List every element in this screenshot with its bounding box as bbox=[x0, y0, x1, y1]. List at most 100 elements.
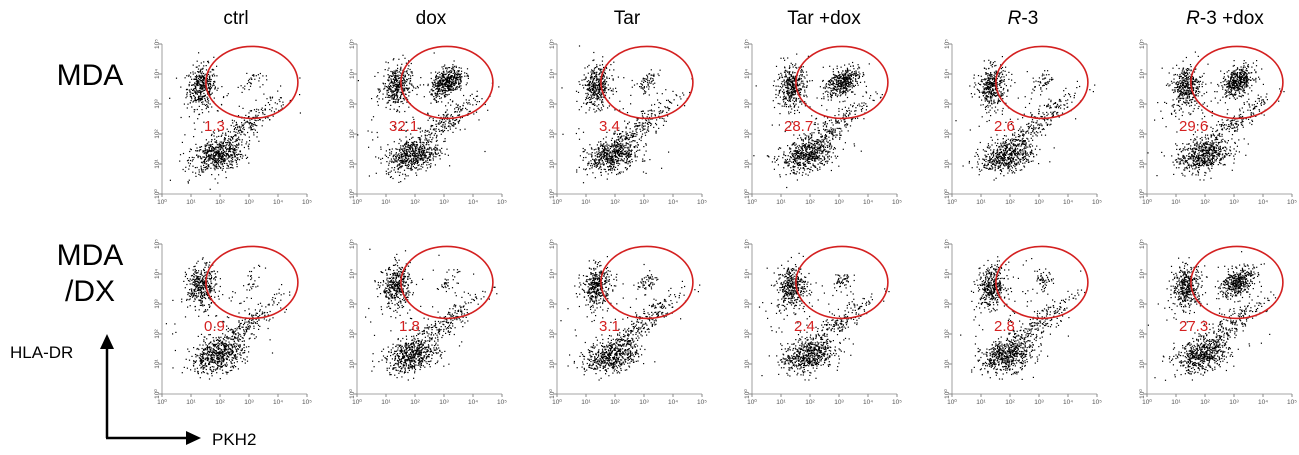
scatter-panel: 10⁰ 10¹ 10² 10³ 10⁴ 10⁵ 10⁰ 10¹ 10² 10³ 10⁴ 10⁵ 27.3 bbox=[1135, 238, 1297, 406]
x-tick-label: 10³ bbox=[1034, 399, 1044, 406]
x-tick-label: 10⁵ bbox=[697, 399, 707, 406]
y-tick-label: 10⁵ bbox=[744, 239, 751, 249]
plot-axes bbox=[161, 44, 307, 195]
y-tick-label: 10⁰ bbox=[1138, 189, 1146, 199]
x-tick-label: 10¹ bbox=[1171, 399, 1181, 406]
x-tick-label: 10² bbox=[1005, 199, 1015, 206]
y-tick-label: 10² bbox=[549, 128, 556, 138]
y-tick-label: 10¹ bbox=[744, 358, 751, 368]
x-tick-label: 10⁵ bbox=[1092, 399, 1102, 406]
y-tick-label: 10⁰ bbox=[743, 189, 751, 199]
y-tick-label: 10¹ bbox=[944, 158, 951, 168]
y-tick-label: 10¹ bbox=[349, 158, 356, 168]
x-tick-label: 10³ bbox=[439, 399, 449, 406]
x-tick-label: 10⁰ bbox=[1142, 198, 1152, 206]
y-tick-label: 10⁴ bbox=[349, 269, 356, 279]
x-tick-label: 10⁵ bbox=[892, 399, 902, 406]
x-tick-label: 10⁰ bbox=[947, 198, 957, 206]
column-title-3: Tar +dox bbox=[734, 8, 914, 30]
column-title-text: Tar +dox bbox=[787, 8, 861, 29]
gate-ellipse bbox=[205, 45, 299, 120]
gate-ellipse bbox=[795, 45, 889, 120]
x-tick-label: 10³ bbox=[1034, 199, 1044, 206]
x-tick-label: 10³ bbox=[1229, 199, 1239, 206]
column-title-5: R-3 +dox bbox=[1135, 8, 1299, 30]
x-tick-label: 10⁴ bbox=[1258, 399, 1268, 406]
y-tick-label: 10³ bbox=[549, 98, 556, 108]
y-tick-label: 10⁵ bbox=[154, 39, 161, 49]
x-tick-label: 10⁵ bbox=[302, 199, 312, 206]
y-tick-label: 10⁵ bbox=[349, 239, 356, 249]
x-tick-label: 10³ bbox=[244, 399, 254, 406]
scatter-panel: 10⁰ 10¹ 10² 10³ 10⁴ 10⁵ 10⁰ 10¹ 10² 10³ 10⁴ 10⁵ 3.4 bbox=[545, 38, 707, 206]
gate-percentage-label: 29.6 bbox=[1179, 118, 1209, 135]
y-tick-label: 10² bbox=[154, 128, 161, 138]
x-tick-label: 10⁴ bbox=[1063, 199, 1073, 206]
gate-ellipse bbox=[995, 45, 1089, 120]
column-title-text: Tar bbox=[613, 8, 641, 29]
x-tick-label: 10⁰ bbox=[747, 198, 757, 206]
y-tick-label: 10⁴ bbox=[549, 69, 556, 79]
scatter-panel: 10⁰ 10¹ 10² 10³ 10⁴ 10⁵ 10⁰ 10¹ 10² 10³ 10⁴ 10⁵ 32.1 bbox=[345, 38, 507, 206]
plot-axes bbox=[1146, 44, 1292, 195]
y-tick-label: 10⁴ bbox=[154, 269, 161, 279]
y-tick-label: 10⁰ bbox=[153, 389, 161, 399]
y-tick-label: 10¹ bbox=[549, 358, 556, 368]
y-tick-label: 10³ bbox=[1139, 98, 1146, 108]
event-dots bbox=[357, 52, 500, 183]
y-tick-label: 10⁰ bbox=[348, 189, 356, 199]
row-label-mda-dx: MDA /DX bbox=[30, 238, 150, 310]
y-tick-label: 10¹ bbox=[744, 158, 751, 168]
y-tick-label: 10³ bbox=[549, 298, 556, 308]
x-tick-label: 10⁴ bbox=[468, 199, 478, 206]
event-dots bbox=[753, 53, 888, 189]
y-tick-label: 10⁴ bbox=[944, 69, 951, 79]
plot-axes bbox=[556, 44, 702, 195]
y-tick-label: 10⁴ bbox=[744, 269, 751, 279]
x-tick-label: 10² bbox=[1200, 199, 1210, 206]
column-title-4: R-3 bbox=[933, 8, 1113, 30]
x-tick-label: 10⁰ bbox=[552, 398, 562, 406]
scatter-panel: 10⁰ 10¹ 10² 10³ 10⁴ 10⁵ 10⁰ 10¹ 10² 10³ 10⁴ 10⁵ 29.6 bbox=[1135, 38, 1297, 206]
gate-percentage-label: 27.3 bbox=[1179, 318, 1209, 335]
plot-axes bbox=[951, 244, 1097, 395]
x-tick-label: 10⁰ bbox=[157, 198, 167, 206]
y-tick-label: 10⁵ bbox=[154, 239, 161, 249]
column-title-italic: R bbox=[1186, 8, 1200, 29]
event-dots bbox=[758, 252, 890, 381]
y-tick-label: 10¹ bbox=[154, 158, 161, 168]
y-tick-label: 10³ bbox=[154, 98, 161, 108]
y-tick-label: 10⁵ bbox=[549, 239, 556, 249]
y-tick-label: 10⁵ bbox=[944, 39, 951, 49]
y-tick-label: 10⁴ bbox=[349, 69, 356, 79]
y-tick-label: 10² bbox=[154, 328, 161, 338]
gate-percentage-label: 2.8 bbox=[994, 318, 1015, 335]
gate-percentage-label: 3.1 bbox=[599, 318, 620, 335]
gate-ellipse bbox=[205, 245, 299, 320]
column-title-text: ctrl bbox=[223, 8, 249, 29]
y-tick-label: 10⁵ bbox=[1139, 39, 1146, 49]
y-tick-label: 10⁴ bbox=[154, 69, 161, 79]
y-tick-label: 10² bbox=[944, 128, 951, 138]
x-tick-label: 10⁵ bbox=[1287, 199, 1297, 206]
y-tick-label: 10³ bbox=[744, 298, 751, 308]
x-tick-label: 10¹ bbox=[1171, 199, 1181, 206]
gate-percentage-label: 0.9 bbox=[204, 318, 225, 335]
y-tick-label: 10³ bbox=[349, 298, 356, 308]
y-tick-label: 10⁰ bbox=[943, 389, 951, 399]
x-tick-label: 10⁵ bbox=[302, 399, 312, 406]
x-tick-label: 10⁵ bbox=[497, 399, 507, 406]
gate-ellipse bbox=[795, 245, 889, 320]
row-label-mda-dx-line1: MDA bbox=[56, 239, 124, 272]
scatter-panel: 10⁰ 10¹ 10² 10³ 10⁴ 10⁵ 10⁰ 10¹ 10² 10³ 10⁴ 10⁵ 2.6 bbox=[940, 38, 1102, 206]
x-tick-label: 10⁴ bbox=[1258, 199, 1268, 206]
y-tick-label: 10³ bbox=[349, 98, 356, 108]
y-tick-label: 10² bbox=[349, 328, 356, 338]
x-tick-label: 10⁵ bbox=[1092, 199, 1102, 206]
x-tick-label: 10² bbox=[610, 199, 620, 206]
x-tick-label: 10⁰ bbox=[552, 198, 562, 206]
x-tick-label: 10⁰ bbox=[947, 398, 957, 406]
column-title-text: -3 +dox bbox=[1199, 8, 1264, 29]
gate-ellipse bbox=[400, 45, 494, 120]
